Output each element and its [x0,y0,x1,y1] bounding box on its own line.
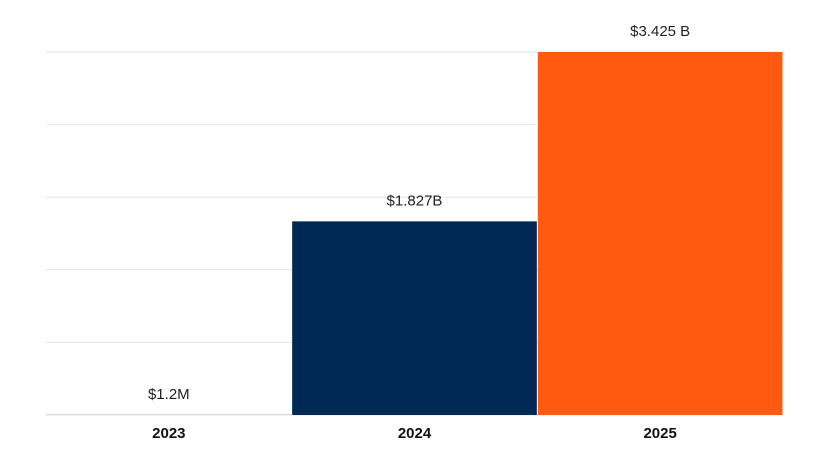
x-tick-label: 2023 [152,425,185,442]
x-tick-label: 2024 [398,425,432,442]
bar [537,52,783,415]
value-label: $1.2M [148,386,190,403]
bar [292,221,537,415]
value-label: $1.827B [387,192,443,209]
x-tick-label: 2025 [643,425,676,442]
value-label: $3.425 B [630,23,690,40]
